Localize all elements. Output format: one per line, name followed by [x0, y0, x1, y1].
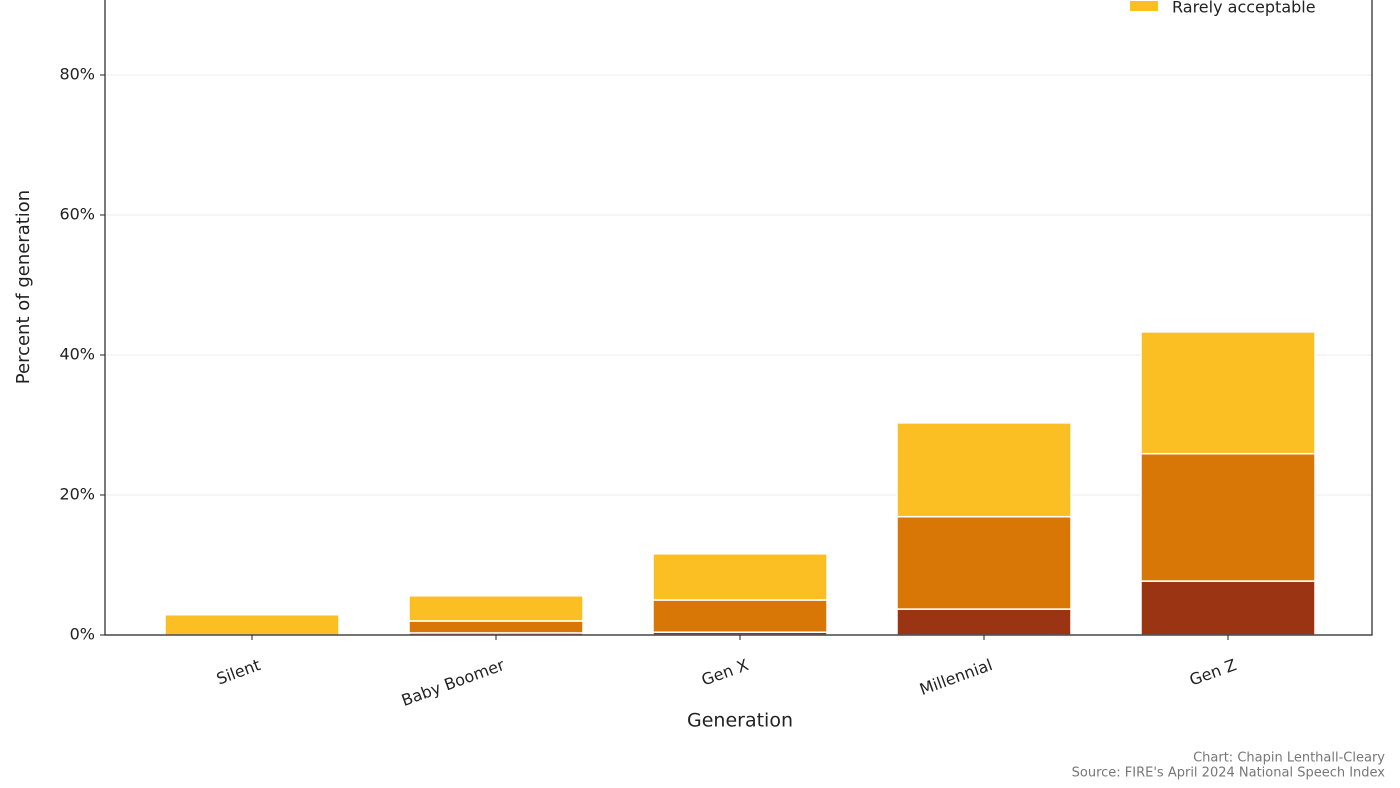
y-tick-label: 80% — [59, 65, 95, 84]
x-tick-label: Baby Boomer — [399, 655, 507, 710]
y-tick-label: 20% — [59, 485, 95, 504]
credit: Source: FIRE's April 2024 National Speec… — [1072, 766, 1386, 781]
bar-segment — [652, 553, 828, 601]
bar-segment — [896, 608, 1072, 636]
bar-segment — [896, 515, 1072, 610]
x-tick-label: Gen X — [699, 655, 751, 689]
bar-segment — [408, 595, 584, 622]
bar-segment — [1140, 580, 1316, 636]
bar-segment — [652, 599, 828, 633]
credit: Chart: Chapin Lenthall-Cleary — [1193, 751, 1385, 766]
y-tick-label: 60% — [59, 205, 95, 224]
bar-segment — [408, 620, 584, 634]
bar-segment — [1140, 452, 1316, 582]
x-tick-label: Gen Z — [1187, 655, 1239, 689]
y-tick-label: 0% — [70, 625, 95, 644]
y-axis-label: Percent of generation — [13, 190, 34, 384]
x-axis-label: Generation — [687, 710, 793, 732]
bar-segment — [1140, 331, 1316, 455]
x-tick-label: Millennial — [917, 655, 995, 699]
x-tick-label: Silent — [214, 655, 263, 688]
legend-swatch — [1130, 1, 1158, 11]
y-tick-label: 40% — [59, 345, 95, 364]
axes-frame — [104, 0, 1373, 636]
bar-segment — [896, 422, 1072, 518]
legend-label: Rarely acceptable — [1172, 0, 1316, 17]
bar-segment — [164, 613, 340, 636]
